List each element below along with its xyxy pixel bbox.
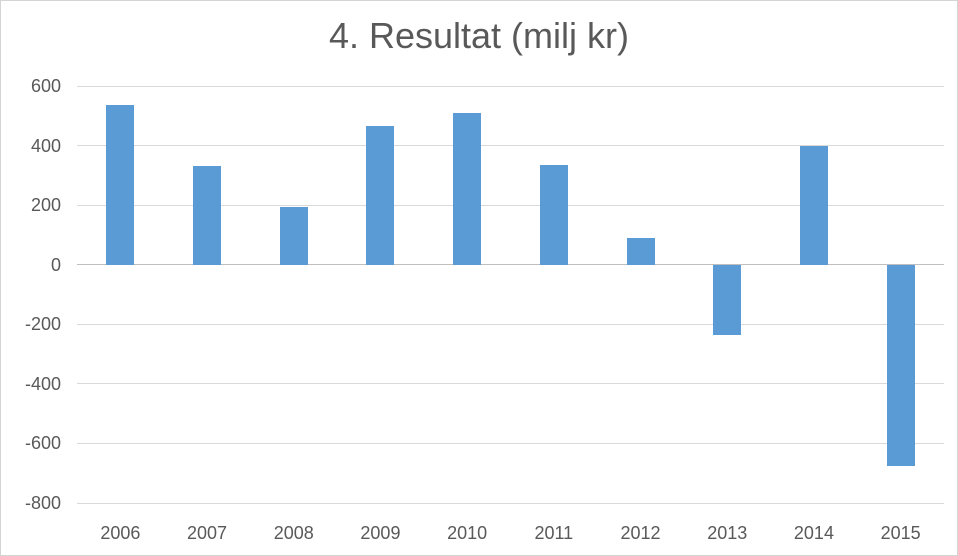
bar-2010 [453, 112, 482, 265]
x-axis-label-2006: 2006 [100, 523, 141, 543]
x-axis-label-2008: 2008 [273, 523, 314, 543]
y-axis-label-400: 400 [30, 135, 61, 156]
x-axis-label-2015: 2015 [880, 523, 921, 543]
y-axis-label-0: 0 [50, 254, 61, 275]
y-axis-label--400: -400 [24, 373, 61, 394]
gridline--200 [77, 323, 944, 325]
y-axis-label--600: -600 [24, 433, 61, 454]
gridline--400 [77, 383, 944, 385]
x-axis-label-2012: 2012 [620, 523, 661, 543]
gridline--800 [77, 502, 944, 504]
x-axis-label-2013: 2013 [707, 523, 748, 543]
y-axis-label--200: -200 [24, 314, 61, 335]
x-axis-label-2009: 2009 [360, 523, 401, 543]
y-axis-label-600: 600 [30, 76, 61, 96]
gridline-400 [77, 145, 944, 147]
bar-2013 [713, 265, 742, 336]
plot-area [77, 85, 944, 504]
chart-title: 4. Resultat (milj kr) [328, 15, 630, 56]
x-axis-label-2011: 2011 [534, 523, 574, 543]
gridline-200 [77, 204, 944, 206]
bar-2012 [626, 237, 655, 265]
x-axis-label-2007: 2007 [187, 523, 228, 543]
bar-2007 [193, 166, 222, 265]
y-axis-label-200: 200 [30, 195, 61, 216]
bar-2011 [539, 164, 568, 265]
bar-2014 [799, 145, 828, 265]
x-axis-label-2014: 2014 [793, 523, 834, 543]
gridline--600 [77, 442, 944, 444]
bar-2015 [886, 265, 915, 467]
bar-2009 [366, 126, 395, 265]
y-axis-label--800: -800 [24, 493, 61, 513]
x-axis-zero-line [77, 264, 944, 266]
x-axis-label-2010: 2010 [447, 523, 488, 543]
gridline-600 [77, 85, 944, 87]
bar-2008 [279, 206, 308, 265]
bar-2006 [106, 105, 135, 265]
